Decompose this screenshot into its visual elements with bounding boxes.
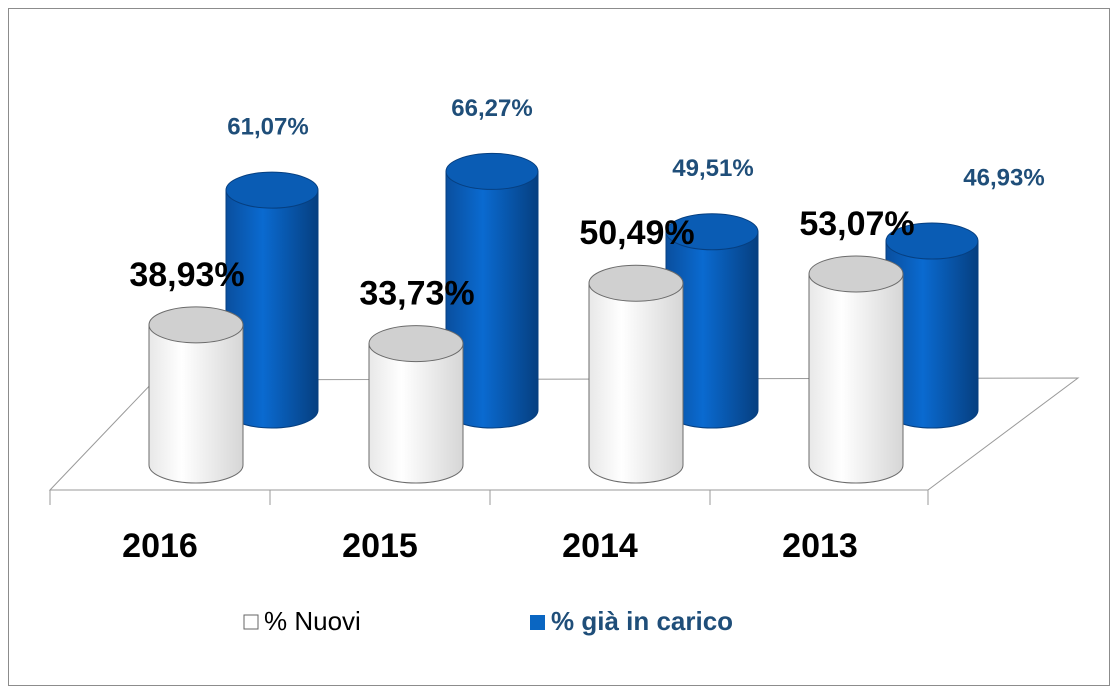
cylinder-top — [588, 264, 684, 302]
cylinder — [588, 282, 684, 484]
x-tick-label: 2016 — [122, 527, 198, 565]
x-tick-label: 2014 — [562, 527, 638, 565]
value-label: 46,93% — [963, 164, 1044, 191]
cylinder-top — [445, 152, 539, 190]
legend-swatch — [243, 614, 259, 630]
value-label: 66,27% — [451, 95, 532, 122]
value-label: 61,07% — [227, 113, 308, 140]
cylinder-top — [225, 171, 319, 209]
value-label: 53,07% — [799, 205, 914, 243]
cylinder-top — [808, 255, 904, 293]
cylinder — [148, 324, 244, 484]
value-label: 50,49% — [579, 214, 694, 252]
cylinder-top — [148, 306, 244, 344]
value-label: 49,51% — [672, 155, 753, 182]
legend-swatch — [530, 615, 545, 630]
cylinder-top — [885, 222, 979, 260]
value-label: 38,93% — [129, 256, 244, 294]
legend-label: % già in carico — [551, 606, 733, 636]
cylinder-top — [368, 325, 464, 363]
value-label: 33,73% — [359, 275, 474, 313]
cylinder — [808, 273, 904, 484]
axis-ticks — [49, 490, 929, 505]
x-tick-label: 2015 — [342, 527, 418, 565]
x-tick-label: 2013 — [782, 527, 858, 565]
cylinder — [368, 343, 464, 484]
cylinder-top — [665, 213, 759, 251]
legend-label: % Nuovi — [264, 606, 361, 636]
